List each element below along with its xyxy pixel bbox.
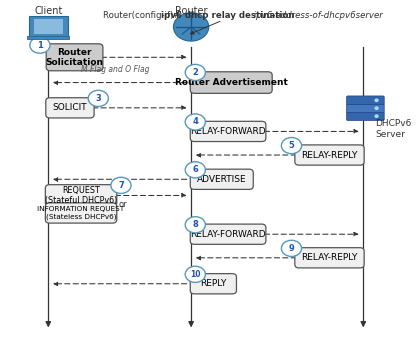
FancyBboxPatch shape xyxy=(45,185,117,206)
FancyBboxPatch shape xyxy=(190,121,266,142)
Text: Router(config-if)#: Router(config-if)# xyxy=(103,11,183,20)
Text: Router
Solicitation: Router Solicitation xyxy=(45,48,104,67)
Text: RELAY-FORWARD: RELAY-FORWARD xyxy=(190,230,266,239)
FancyBboxPatch shape xyxy=(45,203,117,223)
Text: or: or xyxy=(119,200,128,209)
Circle shape xyxy=(88,90,108,106)
FancyBboxPatch shape xyxy=(346,112,384,121)
Text: RELAY-FORWARD: RELAY-FORWARD xyxy=(190,127,266,136)
Text: 6: 6 xyxy=(192,165,198,174)
Circle shape xyxy=(281,137,302,154)
Text: Router: Router xyxy=(175,6,207,16)
Circle shape xyxy=(30,37,50,53)
Circle shape xyxy=(185,162,205,178)
Text: 8: 8 xyxy=(192,220,198,229)
Text: Client: Client xyxy=(34,6,63,16)
Text: M Flag and O Flag: M Flag and O Flag xyxy=(81,65,150,74)
FancyBboxPatch shape xyxy=(190,224,266,244)
FancyBboxPatch shape xyxy=(29,16,68,37)
FancyBboxPatch shape xyxy=(190,274,236,294)
Text: REPLY: REPLY xyxy=(200,279,226,288)
Text: RELAY-REPLY: RELAY-REPLY xyxy=(301,151,358,159)
Text: DHCPv6
Server: DHCPv6 Server xyxy=(375,119,412,139)
Text: 9: 9 xyxy=(289,244,294,253)
FancyBboxPatch shape xyxy=(346,96,384,104)
Text: ADVERTISE: ADVERTISE xyxy=(197,175,247,184)
FancyBboxPatch shape xyxy=(190,72,272,93)
Text: RELAY-REPLY: RELAY-REPLY xyxy=(301,253,358,262)
FancyBboxPatch shape xyxy=(34,20,63,34)
Text: 5: 5 xyxy=(289,141,294,150)
FancyBboxPatch shape xyxy=(346,104,384,113)
Text: INFORMATION REQUEST
(Stateless DHCPv6): INFORMATION REQUEST (Stateless DHCPv6) xyxy=(37,206,125,220)
FancyBboxPatch shape xyxy=(295,145,364,165)
Text: 4: 4 xyxy=(192,118,198,126)
FancyBboxPatch shape xyxy=(190,169,253,189)
FancyBboxPatch shape xyxy=(295,248,364,268)
Circle shape xyxy=(185,217,205,233)
Circle shape xyxy=(185,114,205,130)
Circle shape xyxy=(375,107,378,110)
Circle shape xyxy=(185,266,205,282)
Text: 3: 3 xyxy=(95,94,101,103)
Circle shape xyxy=(111,177,131,193)
Text: REQUEST
(Stateful DHCPv6): REQUEST (Stateful DHCPv6) xyxy=(45,186,117,205)
Text: 7: 7 xyxy=(118,181,124,190)
Circle shape xyxy=(375,115,378,117)
Text: ipv6 dhcp relay destination: ipv6 dhcp relay destination xyxy=(161,11,294,20)
Text: 1: 1 xyxy=(37,41,43,50)
FancyBboxPatch shape xyxy=(46,44,103,71)
Circle shape xyxy=(281,240,302,256)
Text: SOLICIT: SOLICIT xyxy=(52,103,87,112)
Text: Router Advertisement: Router Advertisement xyxy=(175,78,288,87)
Circle shape xyxy=(375,99,378,101)
Text: 10: 10 xyxy=(190,270,201,279)
Text: ipv6-address-of-dhcpv6server: ipv6-address-of-dhcpv6server xyxy=(251,11,383,20)
Text: 2: 2 xyxy=(192,68,198,77)
FancyBboxPatch shape xyxy=(46,98,94,118)
FancyBboxPatch shape xyxy=(27,36,69,39)
Circle shape xyxy=(185,64,205,81)
Circle shape xyxy=(173,13,209,41)
